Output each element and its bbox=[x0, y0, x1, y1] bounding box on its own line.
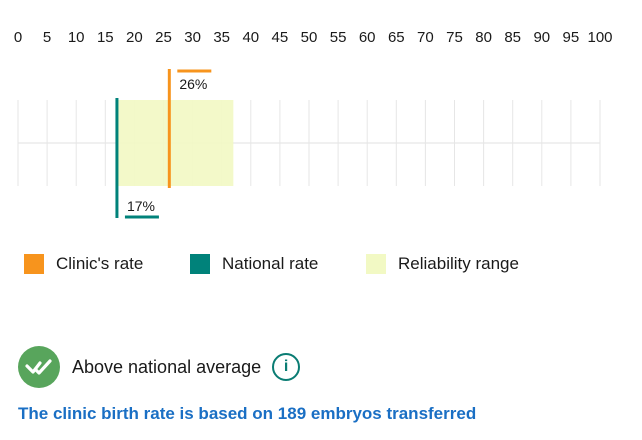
x-tick-label: 30 bbox=[184, 29, 201, 46]
status-text: Above national average bbox=[72, 356, 262, 377]
x-tick-label: 10 bbox=[68, 29, 85, 46]
x-tick-label: 95 bbox=[563, 29, 580, 46]
national-swatch bbox=[190, 254, 210, 274]
x-axis-tick-labels: 0 5 10 15 20 25 30 35 40 45 50 55 60 65 70 75 80 85 90 95 10… bbox=[14, 29, 613, 46]
x-tick-label: 45 bbox=[272, 29, 289, 46]
x-tick-label: 35 bbox=[213, 29, 230, 46]
embryos-footnote: The clinic birth rate is based on 189 em… bbox=[18, 404, 477, 423]
info-icon[interactable]: i bbox=[272, 353, 301, 381]
legend-label-national: National rate bbox=[222, 254, 319, 273]
legend-item-national: National rate bbox=[190, 254, 318, 274]
x-tick-label: 25 bbox=[155, 29, 172, 46]
rate-chart: 0 5 10 15 20 25 30 35 40 45 50 55 60 65 70 75 80 85 90 95 10… bbox=[14, 29, 613, 219]
reliability-range-band bbox=[116, 100, 234, 186]
x-tick-label: 40 bbox=[242, 29, 259, 46]
status-row: Above national average i bbox=[18, 346, 301, 388]
x-tick-label: 65 bbox=[388, 29, 405, 46]
x-tick-label: 100 bbox=[587, 29, 612, 46]
x-tick-label: 15 bbox=[97, 29, 114, 46]
x-tick-label: 0 bbox=[14, 29, 22, 46]
x-tick-label: 5 bbox=[43, 29, 51, 46]
legend-item-clinic: Clinic's rate bbox=[24, 254, 143, 274]
x-tick-label: 60 bbox=[359, 29, 376, 46]
national-rate-label: 17% bbox=[127, 198, 155, 214]
x-tick-label: 20 bbox=[126, 29, 143, 46]
reliability-swatch bbox=[366, 254, 386, 274]
clinic-swatch bbox=[24, 254, 44, 274]
chart-legend: Clinic's rate National rate Reliability … bbox=[0, 254, 642, 284]
x-tick-label: 80 bbox=[475, 29, 492, 46]
legend-item-reliability: Reliability range bbox=[366, 254, 519, 274]
check-badge-icon bbox=[18, 346, 60, 388]
legend-label-reliability: Reliability range bbox=[398, 254, 519, 273]
x-tick-label: 85 bbox=[504, 29, 521, 46]
x-tick-label: 70 bbox=[417, 29, 434, 46]
chart-grid bbox=[17, 100, 601, 186]
x-tick-label: 90 bbox=[533, 29, 550, 46]
x-tick-label: 75 bbox=[446, 29, 463, 46]
legend-label-clinic: Clinic's rate bbox=[56, 254, 144, 273]
clinic-rate-label: 26% bbox=[179, 76, 207, 92]
x-tick-label: 50 bbox=[301, 29, 318, 46]
x-tick-label: 55 bbox=[330, 29, 347, 46]
